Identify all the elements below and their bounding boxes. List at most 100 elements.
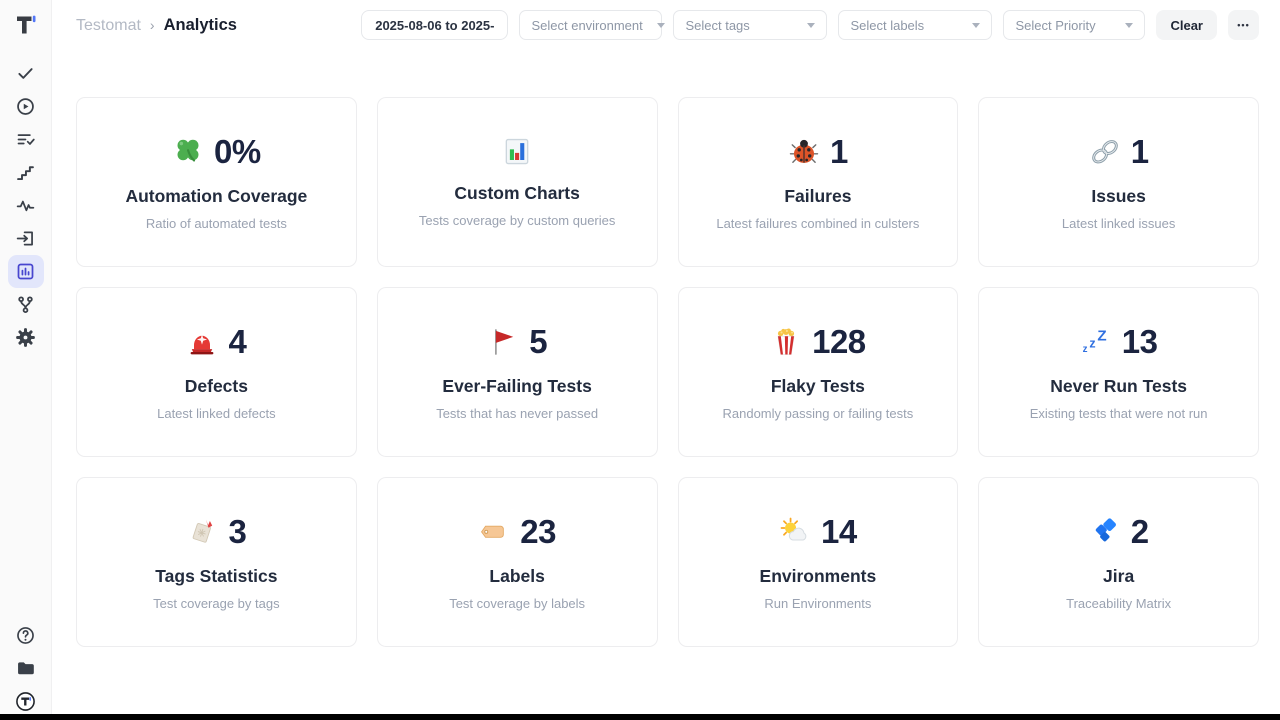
card-never-run-tests[interactable]: z z Z 13 Never Run Tests Existing tests that … (978, 287, 1259, 457)
card-title: Issues (1091, 186, 1146, 206)
sidebar-item-runs[interactable] (8, 90, 44, 123)
breadcrumb-page: Analytics (163, 15, 237, 34)
sidebar-item-analytics[interactable] (7, 255, 44, 288)
gear-icon (15, 327, 36, 348)
card-stat: 0% (172, 133, 261, 171)
clear-filters-button[interactable]: Clear (1156, 10, 1217, 40)
card-stat: 23 (478, 513, 556, 551)
select-priority[interactable]: Select Priority (1003, 10, 1146, 40)
sidebar-item-milestones[interactable] (8, 156, 44, 189)
card-subtitle: Existing tests that were not run (1029, 406, 1208, 421)
breadcrumb-separator-icon: › (149, 16, 155, 33)
card-title: Custom Charts (454, 183, 580, 203)
sidebar-item-pulse[interactable] (8, 189, 44, 222)
testomat-logo-icon[interactable] (13, 12, 39, 38)
clover-icon (172, 136, 204, 168)
sidebar-item-tests[interactable] (8, 57, 44, 90)
sidebar-item-import[interactable] (8, 222, 44, 255)
card-title: Automation Coverage (125, 186, 308, 206)
card-title: Tags Statistics (155, 566, 278, 586)
card-value: 13 (1121, 323, 1158, 360)
pulse-icon (15, 195, 36, 216)
card-defects[interactable]: 4 Defects Latest linked defects (76, 287, 357, 457)
card-title: Labels (489, 566, 545, 586)
card-value: 23 (520, 513, 556, 550)
cards-grid: 0% Automation Coverage Ratio of automated … (52, 97, 1280, 647)
card-environments[interactable]: 14 Environments Run Environments (677, 477, 959, 647)
select-priority-placeholder: Select Priority (1015, 17, 1096, 33)
svg-text:z: z (1082, 344, 1087, 355)
card-issues[interactable]: 1 Issues Latest linked issues (978, 97, 1259, 267)
card-subtitle: Latest failures combined in culsters (716, 216, 920, 231)
card-ever-failing-tests[interactable]: 5 Ever-Failing Tests Tests that has never … (376, 287, 658, 457)
card-subtitle: Test coverage by tags (153, 596, 280, 611)
card-subtitle: Run Environments (764, 596, 872, 611)
bookmark-tag-icon (186, 516, 218, 548)
select-labels-placeholder: Select labels (850, 17, 925, 33)
card-value: 1 (829, 133, 848, 170)
popcorn-icon (770, 326, 802, 358)
card-stat: 3 (186, 513, 247, 551)
card-title: Defects (184, 376, 248, 396)
chevron-down-icon (1125, 22, 1134, 28)
card-subtitle: Latest linked issues (1061, 216, 1176, 231)
sidebar-nav (7, 57, 44, 354)
card-value: 0% (214, 133, 261, 170)
card-title: Ever-Failing Tests (442, 376, 592, 396)
import-icon (15, 228, 36, 249)
card-value: 3 (228, 513, 247, 550)
red-flag-icon (487, 326, 519, 358)
card-value: 1 (1130, 133, 1149, 170)
link-icon (1089, 136, 1121, 168)
sidebar-bottom (8, 619, 44, 720)
card-subtitle: Test coverage by labels (449, 596, 586, 611)
card-value: 5 (529, 323, 548, 360)
card-stat: 4 (186, 323, 247, 361)
card-stat: 14 (779, 513, 857, 551)
card-tags-statistics[interactable]: 3 Tags Statistics Test coverage by tags (76, 477, 357, 647)
check-icon (15, 63, 36, 84)
card-value: 2 (1130, 513, 1149, 550)
card-subtitle: Tests coverage by custom queries (418, 213, 616, 228)
select-tags[interactable]: Select tags (673, 10, 828, 40)
card-title: Jira (1103, 566, 1135, 586)
chevron-down-icon (807, 22, 816, 28)
jira-icon (1089, 516, 1121, 548)
card-title: Environments (759, 566, 877, 586)
sidebar-item-settings[interactable] (8, 321, 44, 354)
card-stat: 2 (1089, 513, 1149, 551)
card-labels[interactable]: 23 Labels Test coverage by labels (376, 477, 658, 647)
card-custom-charts[interactable]: Custom Charts Tests coverage by custom qu… (376, 97, 658, 267)
analytics-chart-icon (15, 261, 36, 282)
breadcrumb-project[interactable]: Testomat (76, 16, 141, 34)
sidebar-item-help[interactable] (8, 619, 44, 652)
card-value: 128 (812, 323, 866, 360)
lady-beetle-icon (788, 136, 820, 168)
sidebar-item-account[interactable] (8, 685, 44, 718)
avatar-icon (15, 691, 36, 712)
date-range-input[interactable]: 2025-08-06 to 2025- (361, 10, 509, 40)
help-circle-icon (15, 625, 36, 646)
card-failures[interactable]: 1 Failures Latest failures combined in cul… (677, 97, 959, 267)
main-content: Testomat › Analytics 2025-08-06 to 2025-… (52, 0, 1280, 720)
select-labels[interactable]: Select labels (838, 10, 993, 40)
card-flaky-tests[interactable]: 128 Flaky Tests Randomly passing or failin… (677, 287, 959, 457)
select-environment-placeholder: Select environment (531, 17, 643, 33)
branch-icon (15, 294, 36, 315)
filter-selects: Select environment Select tags Select labe… (519, 10, 1146, 40)
more-options-button[interactable]: ••• (1228, 10, 1259, 40)
stairs-icon (15, 162, 36, 183)
sidebar-item-branches[interactable] (8, 288, 44, 321)
bar-chart-icon (501, 136, 533, 168)
sidebar-item-docs[interactable] (8, 652, 44, 685)
card-subtitle: Latest linked defects (157, 406, 276, 421)
chevron-down-icon (972, 22, 981, 28)
sun-cloud-icon (779, 516, 811, 548)
card-automation-coverage[interactable]: 0% Automation Coverage Ratio of automated … (76, 97, 357, 267)
select-environment[interactable]: Select environment (519, 10, 665, 40)
svg-text:Z: Z (1097, 328, 1106, 345)
sidebar-item-plans[interactable] (8, 123, 44, 156)
card-subtitle: Ratio of automated tests (145, 216, 287, 231)
card-jira[interactable]: 2 Jira Traceability Matrix (978, 477, 1259, 647)
